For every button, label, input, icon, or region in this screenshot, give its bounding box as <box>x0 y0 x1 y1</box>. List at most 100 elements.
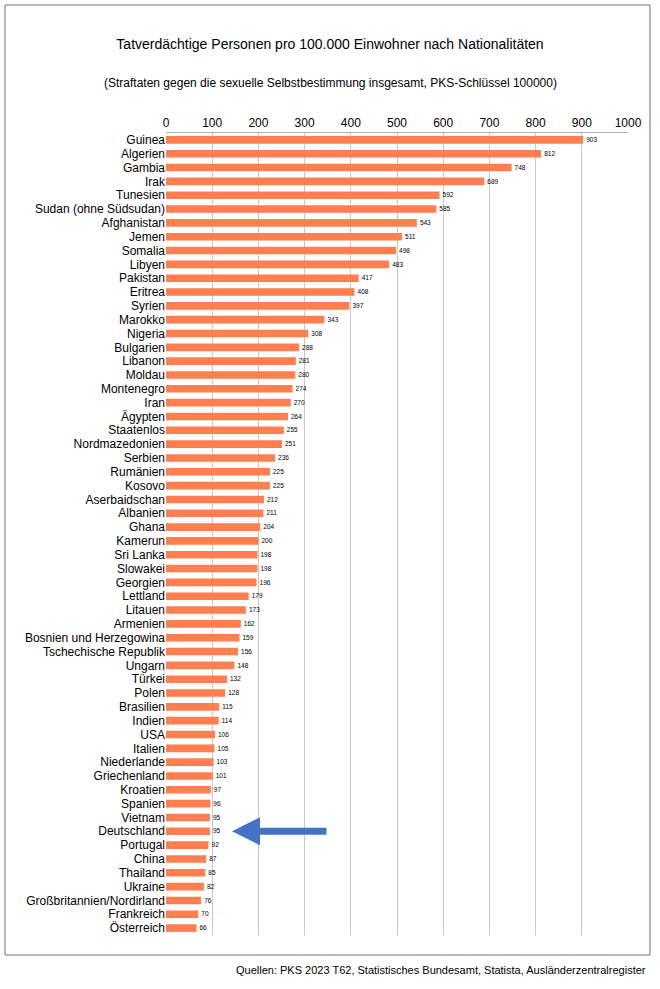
svg-text:Frankreich: Frankreich <box>108 907 165 921</box>
svg-text:Österreich: Österreich <box>110 921 165 935</box>
svg-text:Georgien: Georgien <box>116 576 165 590</box>
svg-text:Bulgarien: Bulgarien <box>114 341 165 355</box>
svg-text:Gambia: Gambia <box>123 161 165 175</box>
svg-text:Nordmazedonien: Nordmazedonien <box>74 437 165 451</box>
svg-text:251: 251 <box>285 440 296 447</box>
svg-text:800: 800 <box>526 116 546 130</box>
svg-text:Spanien: Spanien <box>121 797 165 811</box>
svg-text:Afghanistan: Afghanistan <box>102 216 165 230</box>
svg-text:Ukraine: Ukraine <box>124 880 166 894</box>
svg-text:308: 308 <box>311 330 322 337</box>
svg-text:Türkei: Türkei <box>132 672 165 686</box>
svg-text:Libyen: Libyen <box>130 258 165 272</box>
svg-text:Italien: Italien <box>133 742 165 756</box>
svg-text:156: 156 <box>241 648 252 655</box>
svg-text:105: 105 <box>218 745 229 752</box>
svg-text:748: 748 <box>515 164 526 171</box>
svg-text:Ägypten: Ägypten <box>121 410 165 424</box>
svg-text:Deutschland: Deutschland <box>98 824 165 838</box>
svg-text:Serbien: Serbien <box>124 451 165 465</box>
svg-text:300: 300 <box>295 116 315 130</box>
svg-text:Rumänien: Rumänien <box>110 465 165 479</box>
svg-text:Polen: Polen <box>134 686 165 700</box>
svg-text:Jemen: Jemen <box>129 230 165 244</box>
svg-text:76: 76 <box>204 897 212 904</box>
svg-text:270: 270 <box>294 399 305 406</box>
svg-text:500: 500 <box>387 116 407 130</box>
svg-text:Sudan (ohne Südsudan): Sudan (ohne Südsudan) <box>35 202 165 216</box>
svg-text:128: 128 <box>228 689 239 696</box>
svg-text:281: 281 <box>299 357 310 364</box>
svg-text:85: 85 <box>208 869 216 876</box>
svg-text:0: 0 <box>163 116 170 130</box>
svg-text:179: 179 <box>252 592 263 599</box>
svg-text:Marokko: Marokko <box>119 313 165 327</box>
svg-text:114: 114 <box>222 717 233 724</box>
svg-text:162: 162 <box>244 620 255 627</box>
svg-text:498: 498 <box>399 247 410 254</box>
svg-text:Iran: Iran <box>144 396 165 410</box>
svg-text:66: 66 <box>199 924 207 931</box>
svg-text:96: 96 <box>213 800 221 807</box>
svg-text:417: 417 <box>362 274 373 281</box>
svg-text:483: 483 <box>392 261 403 268</box>
svg-text:400: 400 <box>341 116 361 130</box>
svg-text:196: 196 <box>260 579 271 586</box>
svg-text:255: 255 <box>287 426 298 433</box>
svg-text:Sri Lanka: Sri Lanka <box>114 548 165 562</box>
svg-text:82: 82 <box>207 883 215 890</box>
svg-text:198: 198 <box>260 551 271 558</box>
svg-text:Somalia: Somalia <box>122 244 166 258</box>
svg-text:Nigeria: Nigeria <box>127 327 165 341</box>
svg-text:Litauen: Litauen <box>126 603 165 617</box>
svg-text:Albanien: Albanien <box>118 506 165 520</box>
svg-text:Montenegro: Montenegro <box>101 382 165 396</box>
svg-text:Slowakei: Slowakei <box>117 562 165 576</box>
svg-text:236: 236 <box>278 454 289 461</box>
svg-text:Irak: Irak <box>145 175 166 189</box>
svg-text:903: 903 <box>586 136 597 143</box>
svg-text:Eritrea: Eritrea <box>130 285 166 299</box>
svg-text:Kosovo: Kosovo <box>125 479 165 493</box>
svg-text:Armenien: Armenien <box>114 617 165 631</box>
svg-text:Ungarn: Ungarn <box>126 659 165 673</box>
svg-text:103: 103 <box>217 758 228 765</box>
svg-text:600: 600 <box>433 116 453 130</box>
svg-text:543: 543 <box>420 219 431 226</box>
svg-text:Guinea: Guinea <box>126 133 165 147</box>
svg-text:225: 225 <box>273 468 284 475</box>
svg-text:Libanon: Libanon <box>122 354 165 368</box>
svg-text:Indien: Indien <box>132 714 165 728</box>
svg-text:173: 173 <box>249 606 260 613</box>
svg-text:Vietnam: Vietnam <box>121 811 165 825</box>
svg-text:Syrien: Syrien <box>131 299 165 313</box>
svg-text:274: 274 <box>296 385 307 392</box>
svg-text:211: 211 <box>266 509 277 516</box>
svg-text:Niederlande: Niederlande <box>100 755 165 769</box>
svg-text:Großbritannien/Nordirland: Großbritannien/Nordirland <box>26 894 165 908</box>
svg-text:97: 97 <box>214 786 222 793</box>
svg-text:204: 204 <box>263 523 274 530</box>
svg-text:132: 132 <box>230 675 241 682</box>
svg-text:101: 101 <box>216 772 227 779</box>
svg-text:106: 106 <box>218 731 229 738</box>
svg-text:Lettland: Lettland <box>122 589 165 603</box>
svg-text:USA: USA <box>140 728 165 742</box>
svg-text:Tunesien: Tunesien <box>116 188 165 202</box>
svg-text:689: 689 <box>487 178 498 185</box>
svg-text:511: 511 <box>405 233 416 240</box>
svg-text:Portugal: Portugal <box>120 838 165 852</box>
svg-text:Aserbaidschan: Aserbaidschan <box>86 493 165 507</box>
svg-text:200: 200 <box>261 537 272 544</box>
svg-text:408: 408 <box>358 288 369 295</box>
svg-text:Tschechische Republik: Tschechische Republik <box>43 645 166 659</box>
svg-text:Algerien: Algerien <box>121 147 165 161</box>
svg-text:Griechenland: Griechenland <box>94 769 165 783</box>
svg-text:900: 900 <box>572 116 592 130</box>
svg-text:Staatenlos: Staatenlos <box>108 423 165 437</box>
svg-text:Bosnien und Herzegowina: Bosnien und Herzegowina <box>25 631 165 645</box>
svg-text:343: 343 <box>327 316 338 323</box>
svg-text:Moldau: Moldau <box>126 368 165 382</box>
svg-text:585: 585 <box>439 205 450 212</box>
svg-text:Ghana: Ghana <box>129 520 165 534</box>
